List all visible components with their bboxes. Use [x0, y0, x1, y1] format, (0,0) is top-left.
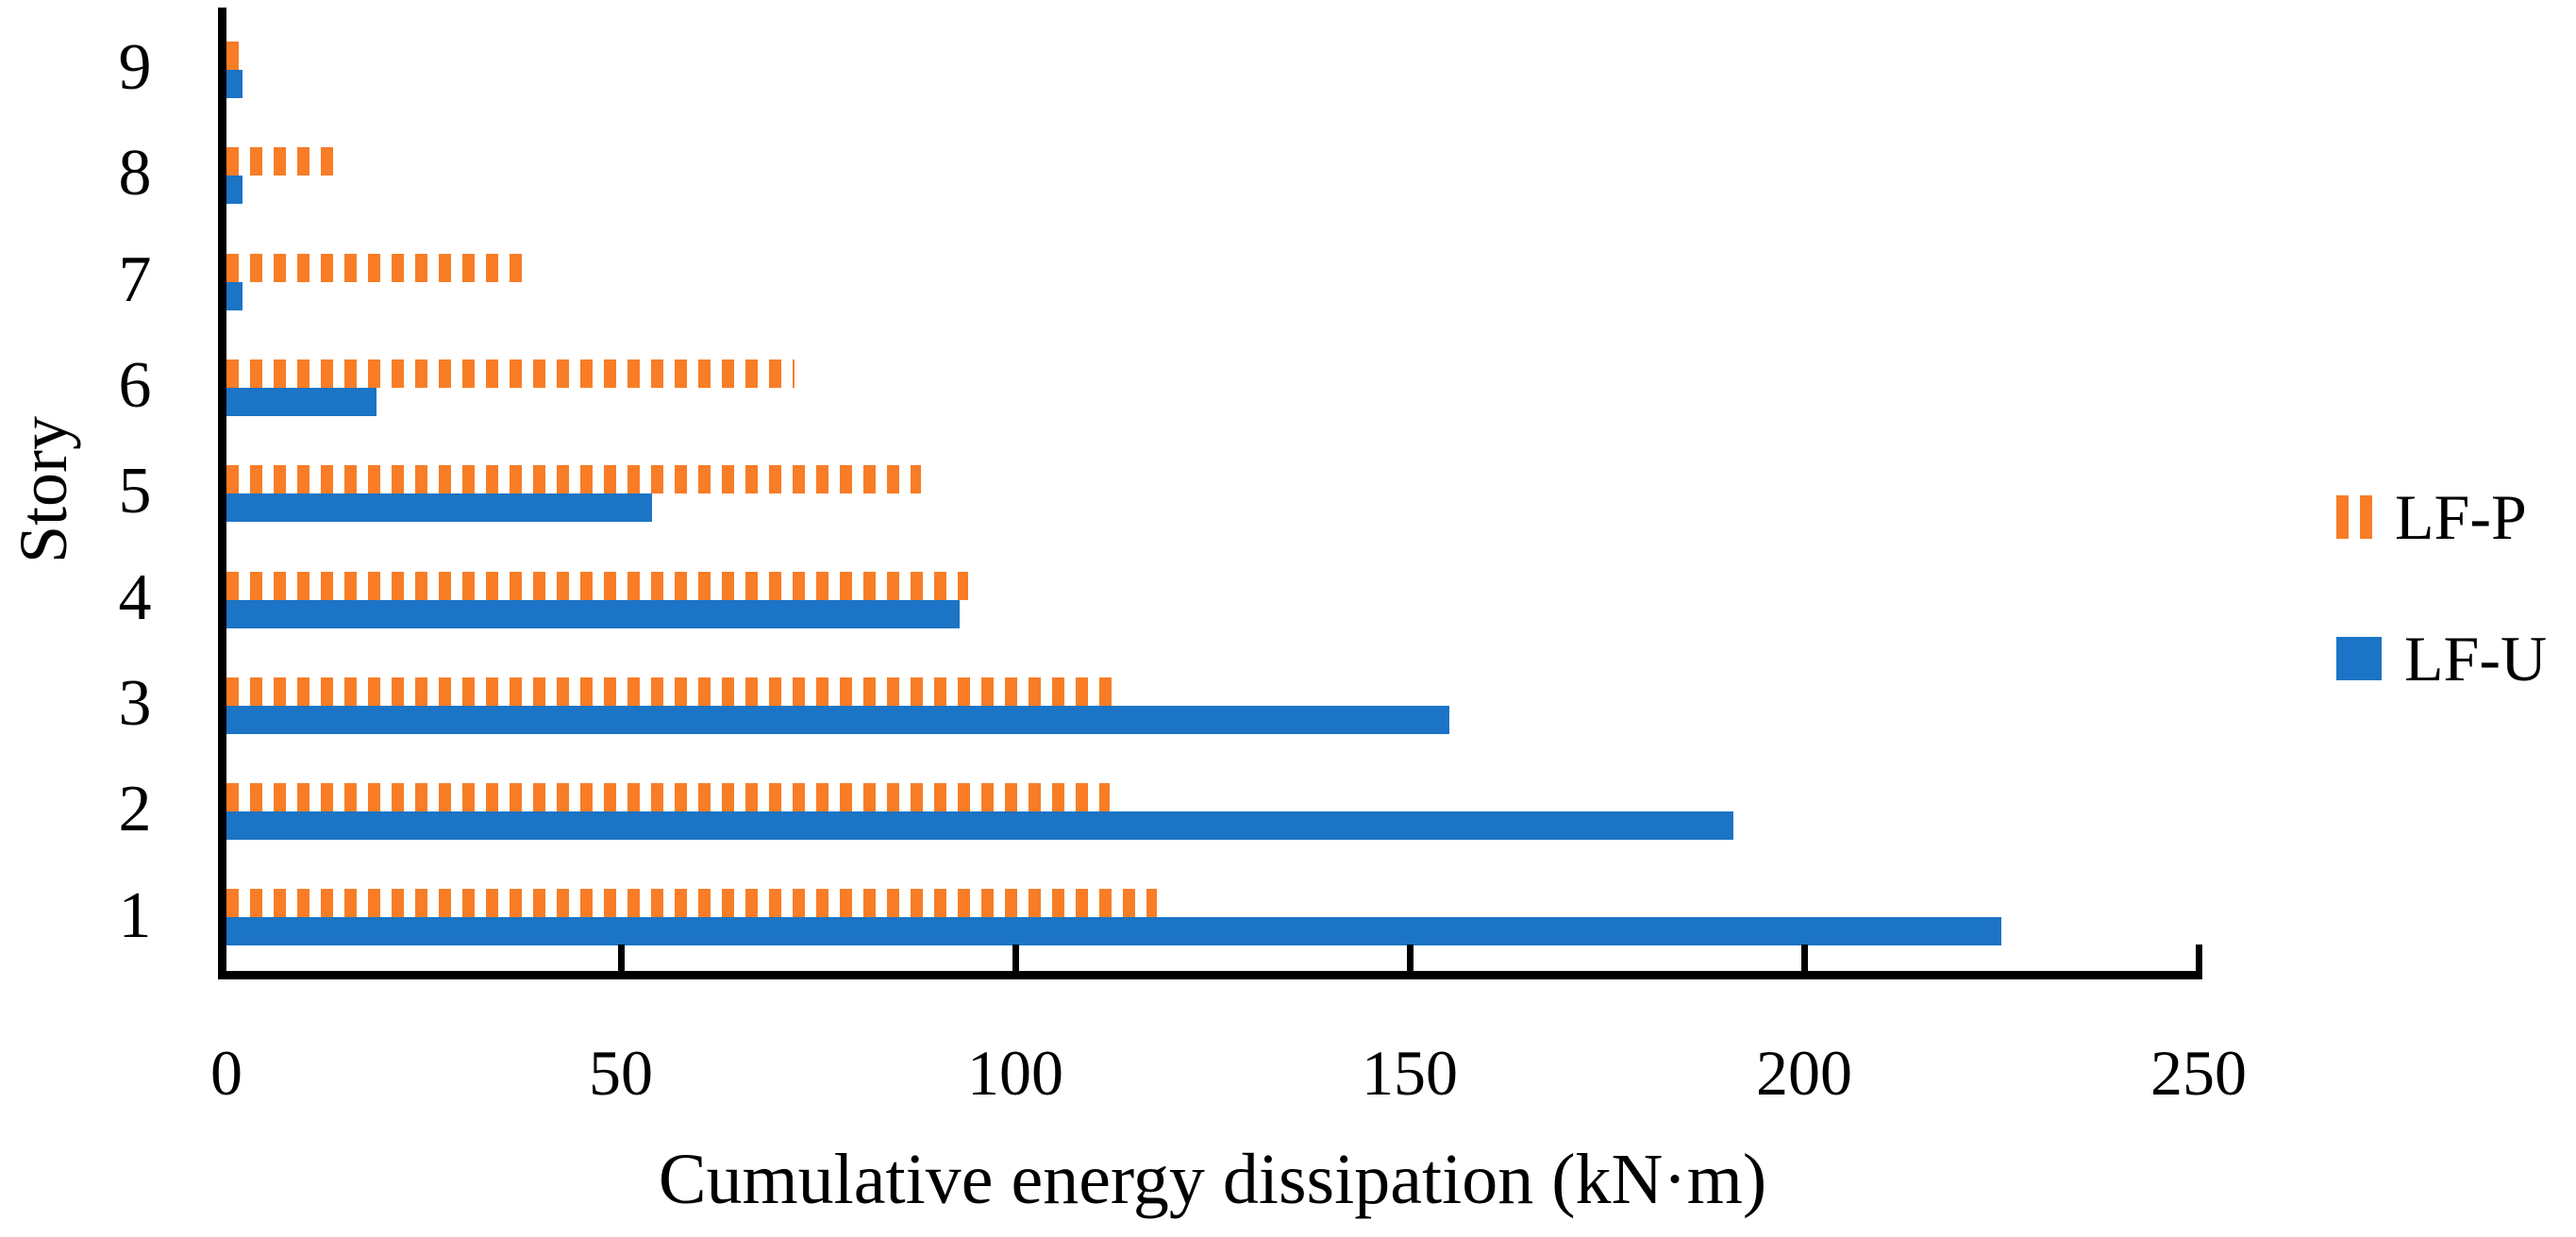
x-tick-150 — [1407, 944, 1413, 971]
story-label-8: 8 — [118, 137, 152, 210]
story-label-9: 9 — [118, 31, 152, 105]
bar-lfu-story-2 — [226, 811, 1733, 841]
bar-lfp-story-4 — [226, 571, 968, 600]
x-tick-label-50: 50 — [589, 1037, 653, 1109]
lfp-striped-swatch-icon — [2336, 495, 2372, 539]
bar-lfu-story-4 — [226, 599, 960, 628]
bar-lfu-story-3 — [226, 705, 1449, 734]
x-tick-label-150: 150 — [1362, 1037, 1458, 1109]
bar-lfp-story-8 — [226, 147, 337, 176]
bar-lfu-story-1 — [226, 917, 2001, 946]
x-tick-label-100: 100 — [967, 1037, 1063, 1109]
x-tick-200 — [1801, 944, 1808, 971]
x-tick-label-0: 0 — [210, 1037, 243, 1109]
legend-label-lfp: LF-P — [2395, 481, 2527, 553]
x-tick-50 — [618, 944, 625, 971]
y-axis-line — [218, 8, 226, 979]
legend-item-lfp: LF-P — [2336, 485, 2527, 549]
bar-lfu-story-7 — [226, 281, 243, 310]
bar-lfu-story-8 — [226, 176, 243, 205]
story-label-6: 6 — [118, 349, 152, 423]
x-axis-line — [218, 971, 2202, 979]
bar-lfu-story-5 — [226, 493, 652, 523]
legend-item-lfu: LF-U — [2336, 627, 2547, 691]
x-tick-label-200: 200 — [1756, 1037, 1852, 1109]
story-label-5: 5 — [118, 455, 152, 528]
bar-lfp-story-6 — [226, 359, 795, 388]
y-axis-title: Story — [6, 415, 81, 564]
bar-lfp-story-5 — [226, 465, 921, 494]
x-tick-label-250: 250 — [2150, 1037, 2247, 1109]
legend-label-lfu: LF-U — [2404, 623, 2548, 694]
x-tick-250 — [2196, 944, 2202, 971]
story-label-3: 3 — [118, 666, 152, 740]
story-label-1: 1 — [118, 878, 152, 952]
lfu-solid-swatch-icon — [2336, 637, 2382, 680]
bar-lfu-story-9 — [226, 70, 243, 98]
x-axis-title: Cumulative energy dissipation (kN·m) — [658, 1140, 1767, 1219]
story-label-2: 2 — [118, 773, 152, 846]
bar-lfu-story-6 — [226, 387, 376, 416]
bar-lfp-story-9 — [226, 42, 243, 70]
bar-lfp-story-3 — [226, 677, 1118, 706]
bar-lfp-story-2 — [226, 783, 1110, 812]
bar-lfp-story-1 — [226, 889, 1157, 918]
story-label-7: 7 — [118, 242, 152, 316]
bar-lfp-story-7 — [226, 253, 527, 282]
story-label-4: 4 — [118, 560, 152, 634]
x-tick-100 — [1012, 944, 1019, 971]
